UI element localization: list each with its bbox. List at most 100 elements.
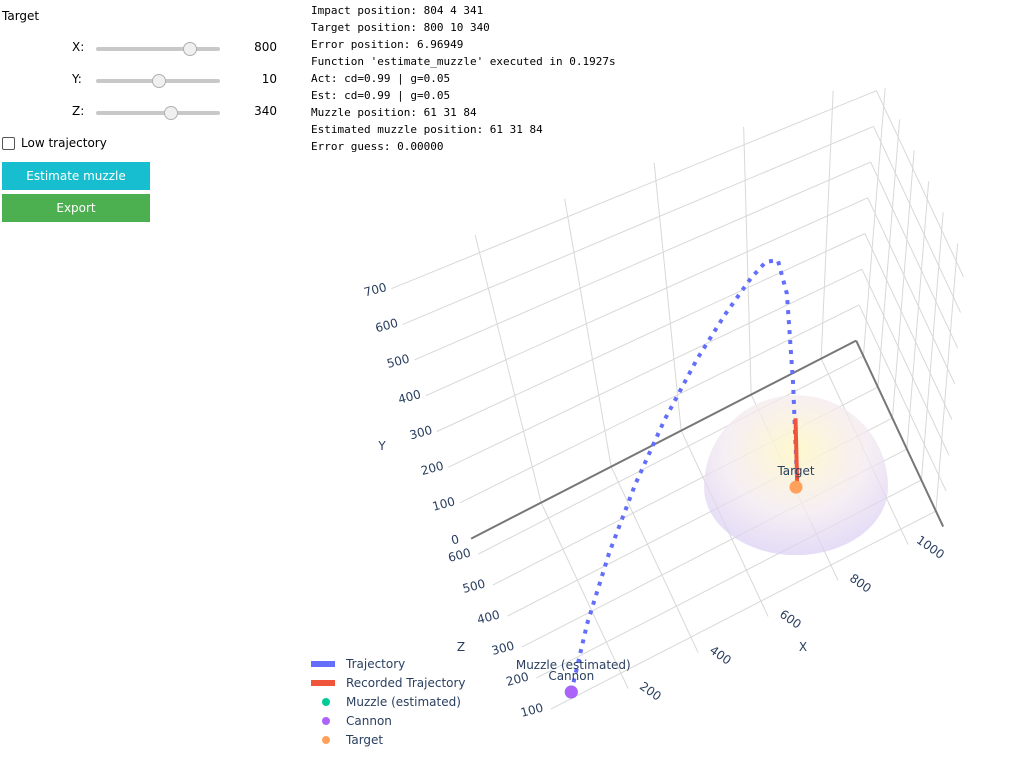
grid-line <box>610 466 699 653</box>
output-log: Impact position: 804 4 341 Target positio… <box>311 2 616 155</box>
output-line: Estimated muzzle position: 61 31 84 <box>311 123 543 136</box>
y-tick-label: 500 <box>385 352 411 371</box>
button[interactable]: Export <box>2 194 150 222</box>
grid-line <box>873 126 962 313</box>
y-axis-title: Y <box>377 439 386 453</box>
x-tick-label: 800 <box>847 571 874 596</box>
output-line: Function 'estimate_muzzle' executed in 0… <box>311 55 616 68</box>
y-tick-label: 600 <box>374 316 400 335</box>
y-tick-label: 100 <box>431 494 457 513</box>
x-axis-title: X <box>799 640 807 654</box>
point-label: Cannon <box>548 669 594 683</box>
z-tick-label: 300 <box>490 639 516 658</box>
slider-thumb[interactable] <box>183 42 198 56</box>
grid-line <box>870 161 959 349</box>
low-trajectory-checkbox[interactable]: Low trajectory <box>2 136 107 150</box>
point-label: Target <box>776 464 814 478</box>
y-tick-label: 0 <box>450 532 461 548</box>
grid-line <box>906 181 930 450</box>
grid-line <box>891 150 915 419</box>
y-tick-label: 400 <box>397 387 423 406</box>
grid-line <box>935 243 959 512</box>
slider-value: 10 <box>261 72 277 86</box>
grid-line <box>402 125 874 325</box>
control-panel: Target X: 800 Y: 10 Z: 340 Low trajectory Estim… <box>0 0 300 230</box>
x-tick-label: 400 <box>707 643 734 668</box>
legend-label: Recorded Trajectory <box>346 676 466 690</box>
slider[interactable] <box>96 106 220 120</box>
x-tick-label: 200 <box>637 679 664 704</box>
slider-row: Y: 10 <box>0 70 290 90</box>
slider[interactable] <box>96 74 220 88</box>
grid-line <box>861 268 950 456</box>
grid-line <box>436 233 866 432</box>
slider-row: X: 800 <box>0 38 290 58</box>
z-tick-label: 100 <box>519 701 545 720</box>
legend-swatch <box>322 736 330 744</box>
grid-line <box>858 304 947 492</box>
output-line: Est: cd=0.99 | g=0.05 <box>311 89 451 102</box>
legend-swatch <box>322 698 330 706</box>
legend-swatch <box>322 717 330 725</box>
z-axis-title: Z <box>457 640 465 654</box>
grid-line <box>867 197 956 385</box>
output-line: Error position: 6.96949 <box>311 38 464 51</box>
axis-line <box>855 340 945 528</box>
grid-line <box>425 197 868 397</box>
slider-row: Z: 340 <box>0 102 290 122</box>
slider-label: X: <box>72 40 85 54</box>
grid-line <box>478 355 864 555</box>
slider-value: 800 <box>254 40 277 54</box>
grid-line <box>877 119 901 388</box>
checkbox-box[interactable] <box>2 136 15 150</box>
grid-line <box>653 162 682 431</box>
slider-value: 340 <box>254 104 277 118</box>
legend-swatch <box>311 680 335 686</box>
grid-line <box>550 510 937 710</box>
point-marker <box>564 685 578 699</box>
y-tick-label: 700 <box>362 280 388 299</box>
output-line: Error guess: 0.00000 <box>311 140 444 153</box>
grid-line <box>743 126 752 395</box>
grid-line <box>474 234 542 503</box>
x-tick-label: 600 <box>777 607 804 632</box>
grid-line <box>540 502 629 689</box>
grid-line <box>448 268 863 468</box>
legend-label: Cannon <box>346 714 392 728</box>
z-tick-label: 500 <box>461 577 487 596</box>
z-tick-label: 600 <box>446 546 472 565</box>
legend-label: Muzzle (estimated) <box>346 695 461 709</box>
grid-line <box>862 88 886 357</box>
output-line: Muzzle position: 61 31 84 <box>311 106 477 119</box>
y-tick-label: 300 <box>408 423 434 442</box>
button[interactable]: Estimate muzzle <box>2 162 150 190</box>
legend-label: Trajectory <box>345 657 405 671</box>
grid-line <box>920 212 944 481</box>
trajectory-line <box>793 418 800 489</box>
x-tick-label: 1000 <box>914 533 947 562</box>
trajectory-line <box>569 258 800 693</box>
grid-line <box>413 161 871 361</box>
output-line: Impact position: 804 4 341 <box>311 4 484 17</box>
grid-line <box>875 90 964 277</box>
z-tick-label: 200 <box>504 670 530 689</box>
slider-thumb[interactable] <box>164 106 179 120</box>
grid-line <box>820 90 834 359</box>
grid-line <box>391 90 877 290</box>
grid-line <box>459 304 860 504</box>
checkbox-label: Low trajectory <box>21 136 107 150</box>
grid-line <box>564 198 612 467</box>
grid-line <box>864 233 953 420</box>
panel-title: Target <box>2 9 40 23</box>
y-tick-label: 200 <box>419 459 445 478</box>
output-line: Target position: 800 10 340 <box>311 21 490 34</box>
slider-thumb[interactable] <box>151 74 166 88</box>
slider[interactable] <box>96 42 220 56</box>
output-line: Act: cd=0.99 | g=0.05 <box>311 72 451 85</box>
slider-label: Z: <box>72 104 85 118</box>
point-marker <box>789 480 803 494</box>
z-tick-label: 400 <box>475 608 501 627</box>
legend-swatch <box>311 661 335 667</box>
